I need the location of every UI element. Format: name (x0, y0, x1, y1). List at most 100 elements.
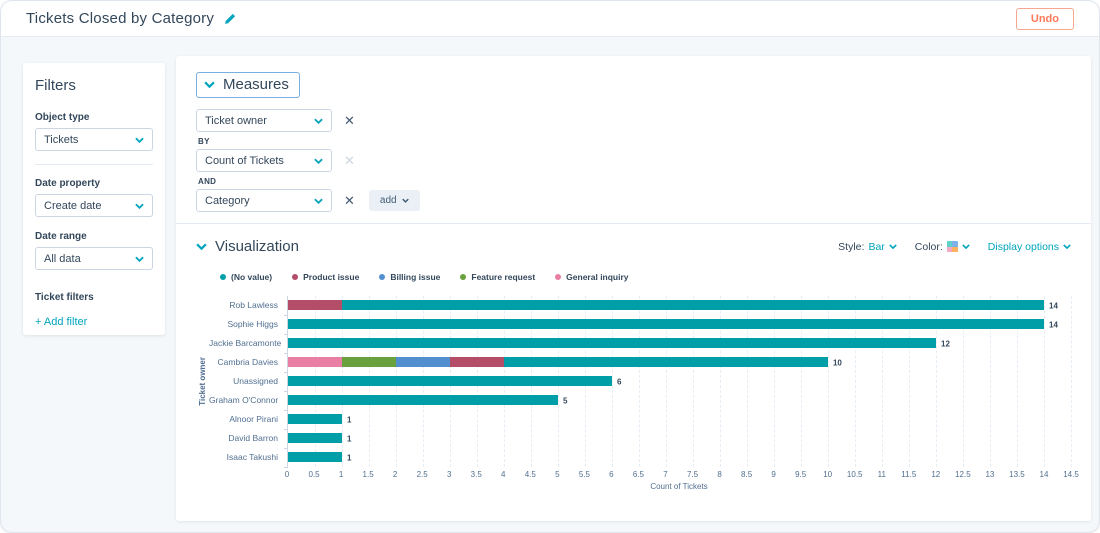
chevron-down-icon (1063, 244, 1071, 249)
gridline (1044, 296, 1045, 467)
style-label: Style: (838, 240, 865, 253)
display-options-selector[interactable]: Display options (988, 241, 1071, 253)
gridline (801, 296, 802, 467)
x-axis-tick-label: 2.5 (416, 470, 428, 479)
bar-segment[interactable] (342, 357, 396, 367)
chevron-down-icon (314, 158, 323, 164)
legend-label: Billing issue (390, 272, 441, 282)
bar-chart: Ticket owner Rob Lawless Sophie Higgs Jack… (196, 296, 1079, 491)
add-measure-button[interactable]: add (368, 190, 420, 211)
legend-item[interactable]: Product issue (292, 272, 359, 282)
measures-section: Measures Ticket owner ✕ BY Count of Tick… (176, 56, 1091, 223)
gridline (990, 296, 991, 467)
style-selector[interactable]: Style: Bar (838, 241, 897, 253)
visualization-section-header[interactable]: Visualization (196, 238, 299, 255)
y-axis-label: Jackie Barcamonte (209, 338, 282, 348)
report-config-panel: Measures Ticket owner ✕ BY Count of Tick… (176, 56, 1091, 521)
gridline (720, 296, 721, 467)
legend-dot-icon (379, 274, 386, 280)
x-axis-tick-label: 5.5 (578, 470, 590, 479)
bar-segment[interactable] (288, 357, 342, 367)
gridline (828, 296, 829, 467)
add-measure-label: add (379, 195, 397, 206)
bar-segment[interactable] (396, 357, 450, 367)
breakdown-dropdown[interactable]: Category (196, 189, 332, 212)
metric-value: Count of Tickets (205, 154, 284, 167)
by-label: BY (198, 137, 210, 146)
bar-segment[interactable] (342, 300, 1044, 310)
y-axis-title: Ticket owner (198, 357, 207, 406)
bar-segment[interactable] (504, 357, 828, 367)
chevron-down-icon (889, 244, 897, 249)
x-axis-title: Count of Tickets (650, 482, 708, 491)
x-axis-tick-label: 11 (877, 470, 886, 479)
date-property-value: Create date (44, 199, 102, 212)
x-axis-tick-label: 11.5 (901, 470, 917, 479)
breakdown-value: Category (205, 194, 250, 207)
color-swatch (946, 241, 958, 252)
edit-title-pencil-icon[interactable] (224, 13, 236, 25)
object-type-value: Tickets (44, 133, 79, 146)
divider (35, 164, 153, 165)
add-filter-link[interactable]: + Add filter (35, 316, 88, 328)
date-property-dropdown[interactable]: Create date (35, 194, 153, 217)
gridline (909, 296, 910, 467)
bar-segment[interactable] (288, 319, 1044, 329)
x-axis-tick-label: 0.5 (308, 470, 320, 479)
x-axis-tick-label: 10 (823, 470, 833, 479)
bar-value-label: 1 (347, 453, 352, 462)
remove-breakdown-icon[interactable]: ✕ (344, 193, 355, 208)
chevron-down-icon (196, 243, 207, 250)
bar-segment[interactable] (288, 376, 612, 386)
legend-item[interactable]: Feature request (460, 272, 535, 282)
ticket-filters-label: Ticket filters (35, 292, 94, 303)
bar-value-label: 14 (1049, 320, 1058, 329)
object-type-dropdown[interactable]: Tickets (35, 128, 153, 151)
plot-area: 14 14 12 10 6 5 1 1 1 (284, 296, 1072, 468)
remove-primary-measure-icon[interactable]: ✕ (344, 113, 355, 128)
swatch-cell (952, 246, 958, 252)
legend-item[interactable]: General inquiry (555, 272, 629, 282)
bar-value-label: 1 (347, 434, 352, 443)
chevron-down-icon (401, 198, 409, 203)
chevron-down-icon (314, 118, 323, 124)
x-axis-tick-label: 3.5 (470, 470, 482, 479)
remove-metric-icon: ✕ (344, 153, 355, 168)
gridline (639, 296, 640, 467)
chart-row: 14 (284, 296, 1071, 316)
bar-segment[interactable] (288, 433, 342, 443)
chevron-down-icon (135, 256, 144, 262)
color-selector[interactable]: Color: (915, 241, 970, 253)
bar-value-label: 12 (941, 339, 950, 348)
bar-segment[interactable] (288, 452, 342, 462)
x-axis-tick-label: 4 (501, 470, 506, 479)
date-range-value: All data (44, 252, 81, 265)
date-range-dropdown[interactable]: All data (35, 247, 153, 270)
primary-measure-dropdown[interactable]: Ticket owner (196, 109, 332, 132)
gridline (1017, 296, 1018, 467)
chart-row: 12 (284, 334, 1071, 354)
gridline (1071, 296, 1072, 467)
x-axis-tick-label: 10.5 (846, 470, 863, 479)
chart-legend: (No value) Product issue Billing issue Feat… (220, 272, 1071, 282)
visualization-section: Visualization Style: Bar Color: Display (176, 224, 1091, 491)
metric-dropdown[interactable]: Count of Tickets (196, 149, 332, 172)
y-axis-label: Unassigned (233, 376, 278, 386)
legend-item[interactable]: (No value) (220, 272, 272, 282)
bar-segment[interactable] (450, 357, 504, 367)
gridline (936, 296, 937, 467)
bar-segment[interactable] (288, 300, 342, 310)
x-axis-tick-label: 12.5 (955, 470, 971, 479)
legend-item[interactable]: Billing issue (379, 272, 440, 282)
x-axis-tick-label: 8.5 (741, 470, 753, 479)
measures-section-header[interactable]: Measures (196, 72, 300, 98)
bar-segment[interactable] (288, 395, 558, 405)
legend-label: Feature request (471, 272, 536, 282)
primary-measure-value: Ticket owner (205, 114, 267, 127)
bar-segment[interactable] (288, 414, 342, 424)
bar-segment[interactable] (288, 338, 936, 348)
x-axis-tick-label: 7 (663, 470, 668, 479)
undo-button[interactable]: Undo (1015, 7, 1074, 30)
legend-label: General inquiry (566, 272, 629, 282)
